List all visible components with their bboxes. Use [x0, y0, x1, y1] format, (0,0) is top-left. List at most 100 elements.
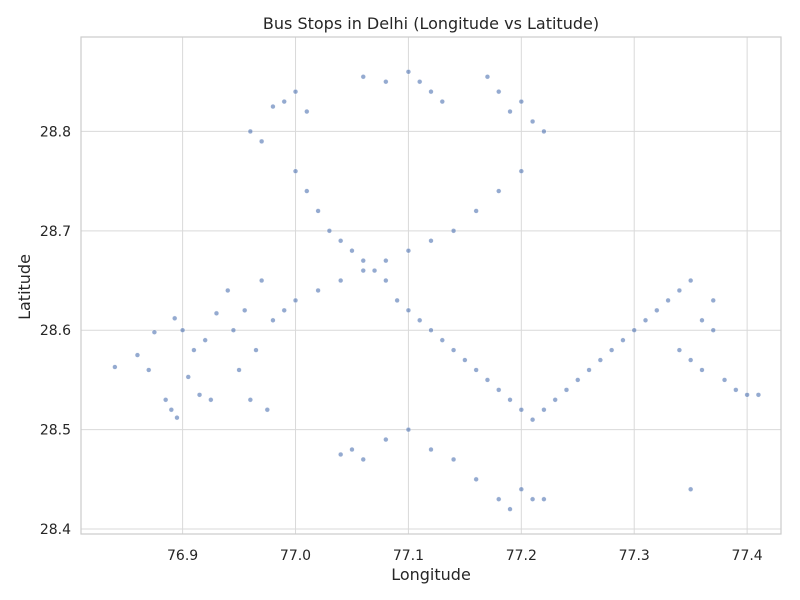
y-tick-label: 28.4	[40, 522, 71, 538]
bus-stop-point	[394, 297, 400, 304]
bus-stop-point	[473, 367, 479, 373]
points-layer	[112, 69, 762, 512]
bus-stop-point	[191, 347, 197, 353]
bus-stop-point	[541, 407, 547, 413]
bus-stop-point	[699, 367, 705, 373]
bus-stop-point	[304, 108, 310, 115]
bus-stop-point	[597, 357, 603, 363]
bus-stop-point	[151, 329, 157, 335]
bus-stop-point	[496, 496, 502, 502]
bus-stop-point	[213, 310, 220, 316]
bus-stop-point	[360, 267, 366, 274]
bus-stop-point	[202, 337, 208, 343]
bus-stop-point	[405, 427, 412, 433]
y-tick-label: 28.8	[40, 124, 71, 140]
bus-stop-point	[450, 456, 457, 463]
y-tick-label: 28.6	[40, 323, 71, 339]
bus-stop-point	[496, 89, 502, 95]
bus-stop-point	[405, 248, 412, 254]
bus-stop-point	[428, 238, 434, 244]
bus-stop-point	[146, 367, 152, 373]
bus-stop-point	[168, 407, 174, 413]
bus-stop-point	[733, 387, 739, 393]
bus-stop-point	[338, 238, 344, 244]
grid-layer	[81, 37, 781, 534]
y-axis-label: Latitude	[15, 254, 34, 320]
bus-stop-point	[541, 128, 547, 135]
bus-stop-point	[428, 89, 434, 95]
bus-stop-point	[450, 347, 457, 353]
bus-stop-point	[552, 397, 558, 403]
bus-stop-point	[450, 228, 457, 234]
bus-stop-point	[518, 99, 524, 105]
bus-stop-point	[417, 79, 423, 85]
bus-stop-point	[439, 337, 445, 343]
bus-stop-point	[338, 277, 344, 284]
bus-stop-point	[439, 99, 445, 105]
bus-stop-point	[676, 347, 682, 353]
bus-stop-point	[473, 208, 479, 214]
bus-stop-point	[383, 277, 389, 284]
bus-stop-point	[292, 297, 299, 304]
bus-stop-point	[428, 446, 434, 453]
x-tick-label: 77.1	[393, 548, 424, 564]
bus-stop-point	[507, 108, 513, 115]
bus-stop-point	[281, 99, 287, 105]
bus-stop-point	[172, 315, 178, 321]
bus-stop-point	[755, 392, 762, 398]
bus-stop-point	[259, 138, 265, 144]
bus-stop-point	[112, 364, 118, 370]
bus-stop-point	[507, 506, 513, 512]
bus-stop-point	[281, 307, 287, 313]
bus-stop-point	[371, 267, 378, 274]
bus-stop-point	[688, 486, 694, 492]
bus-stop-point	[530, 417, 536, 423]
bus-stop-point	[383, 436, 389, 443]
bus-stop-point	[208, 397, 214, 403]
bus-stop-point	[507, 397, 513, 403]
bus-stop-point	[609, 347, 615, 353]
x-tick-label: 77.4	[732, 548, 763, 564]
bus-stop-point	[230, 327, 237, 333]
bus-stop-point	[315, 287, 321, 294]
y-tick-label: 28.5	[40, 423, 71, 439]
bus-stop-point	[326, 228, 332, 234]
bus-stop-point	[185, 374, 191, 380]
bus-stop-point	[676, 287, 682, 294]
bus-stop-point	[349, 446, 355, 453]
bus-stop-point	[710, 327, 716, 333]
bus-stop-point	[575, 377, 581, 383]
bus-stop-point	[631, 327, 637, 333]
bus-stop-point	[484, 377, 491, 383]
bus-stop-point	[496, 188, 502, 194]
bus-stop-point	[496, 387, 502, 393]
bus-stop-point	[642, 317, 649, 323]
bus-stop-point	[315, 208, 321, 214]
bus-stop-point	[134, 352, 141, 358]
bus-stop-point	[242, 307, 248, 313]
bus-stop-point	[473, 476, 479, 482]
bus-stop-point	[654, 307, 660, 313]
ticks-layer: 76.9 77.0 77.1 77.2 77.3 77.4 28.4 28.5 28.6 28.7…	[40, 124, 763, 564]
bus-stop-point	[225, 287, 231, 294]
bus-stop-point	[360, 258, 366, 264]
bus-stop-point	[253, 347, 259, 353]
y-tick-label: 28.7	[40, 224, 71, 240]
bus-stop-point	[484, 74, 491, 80]
bus-stop-point	[196, 392, 203, 398]
bus-stop-point	[530, 496, 536, 502]
bus-stop-point	[338, 451, 344, 458]
bus-stop-point	[563, 387, 570, 393]
bus-stop-point	[292, 168, 299, 174]
bus-stop-point	[710, 297, 716, 304]
x-tick-label: 77.0	[280, 548, 311, 564]
bus-stop-point	[417, 317, 423, 323]
chart-title: Bus Stops in Delhi (Longitude vs Latitud…	[263, 14, 599, 33]
bus-stop-point	[405, 307, 412, 313]
x-tick-label: 77.2	[506, 548, 537, 564]
bus-stop-point	[405, 69, 412, 75]
bus-stop-point	[259, 277, 265, 284]
bus-stop-point	[620, 337, 626, 343]
x-axis-label: Longitude	[391, 565, 471, 584]
